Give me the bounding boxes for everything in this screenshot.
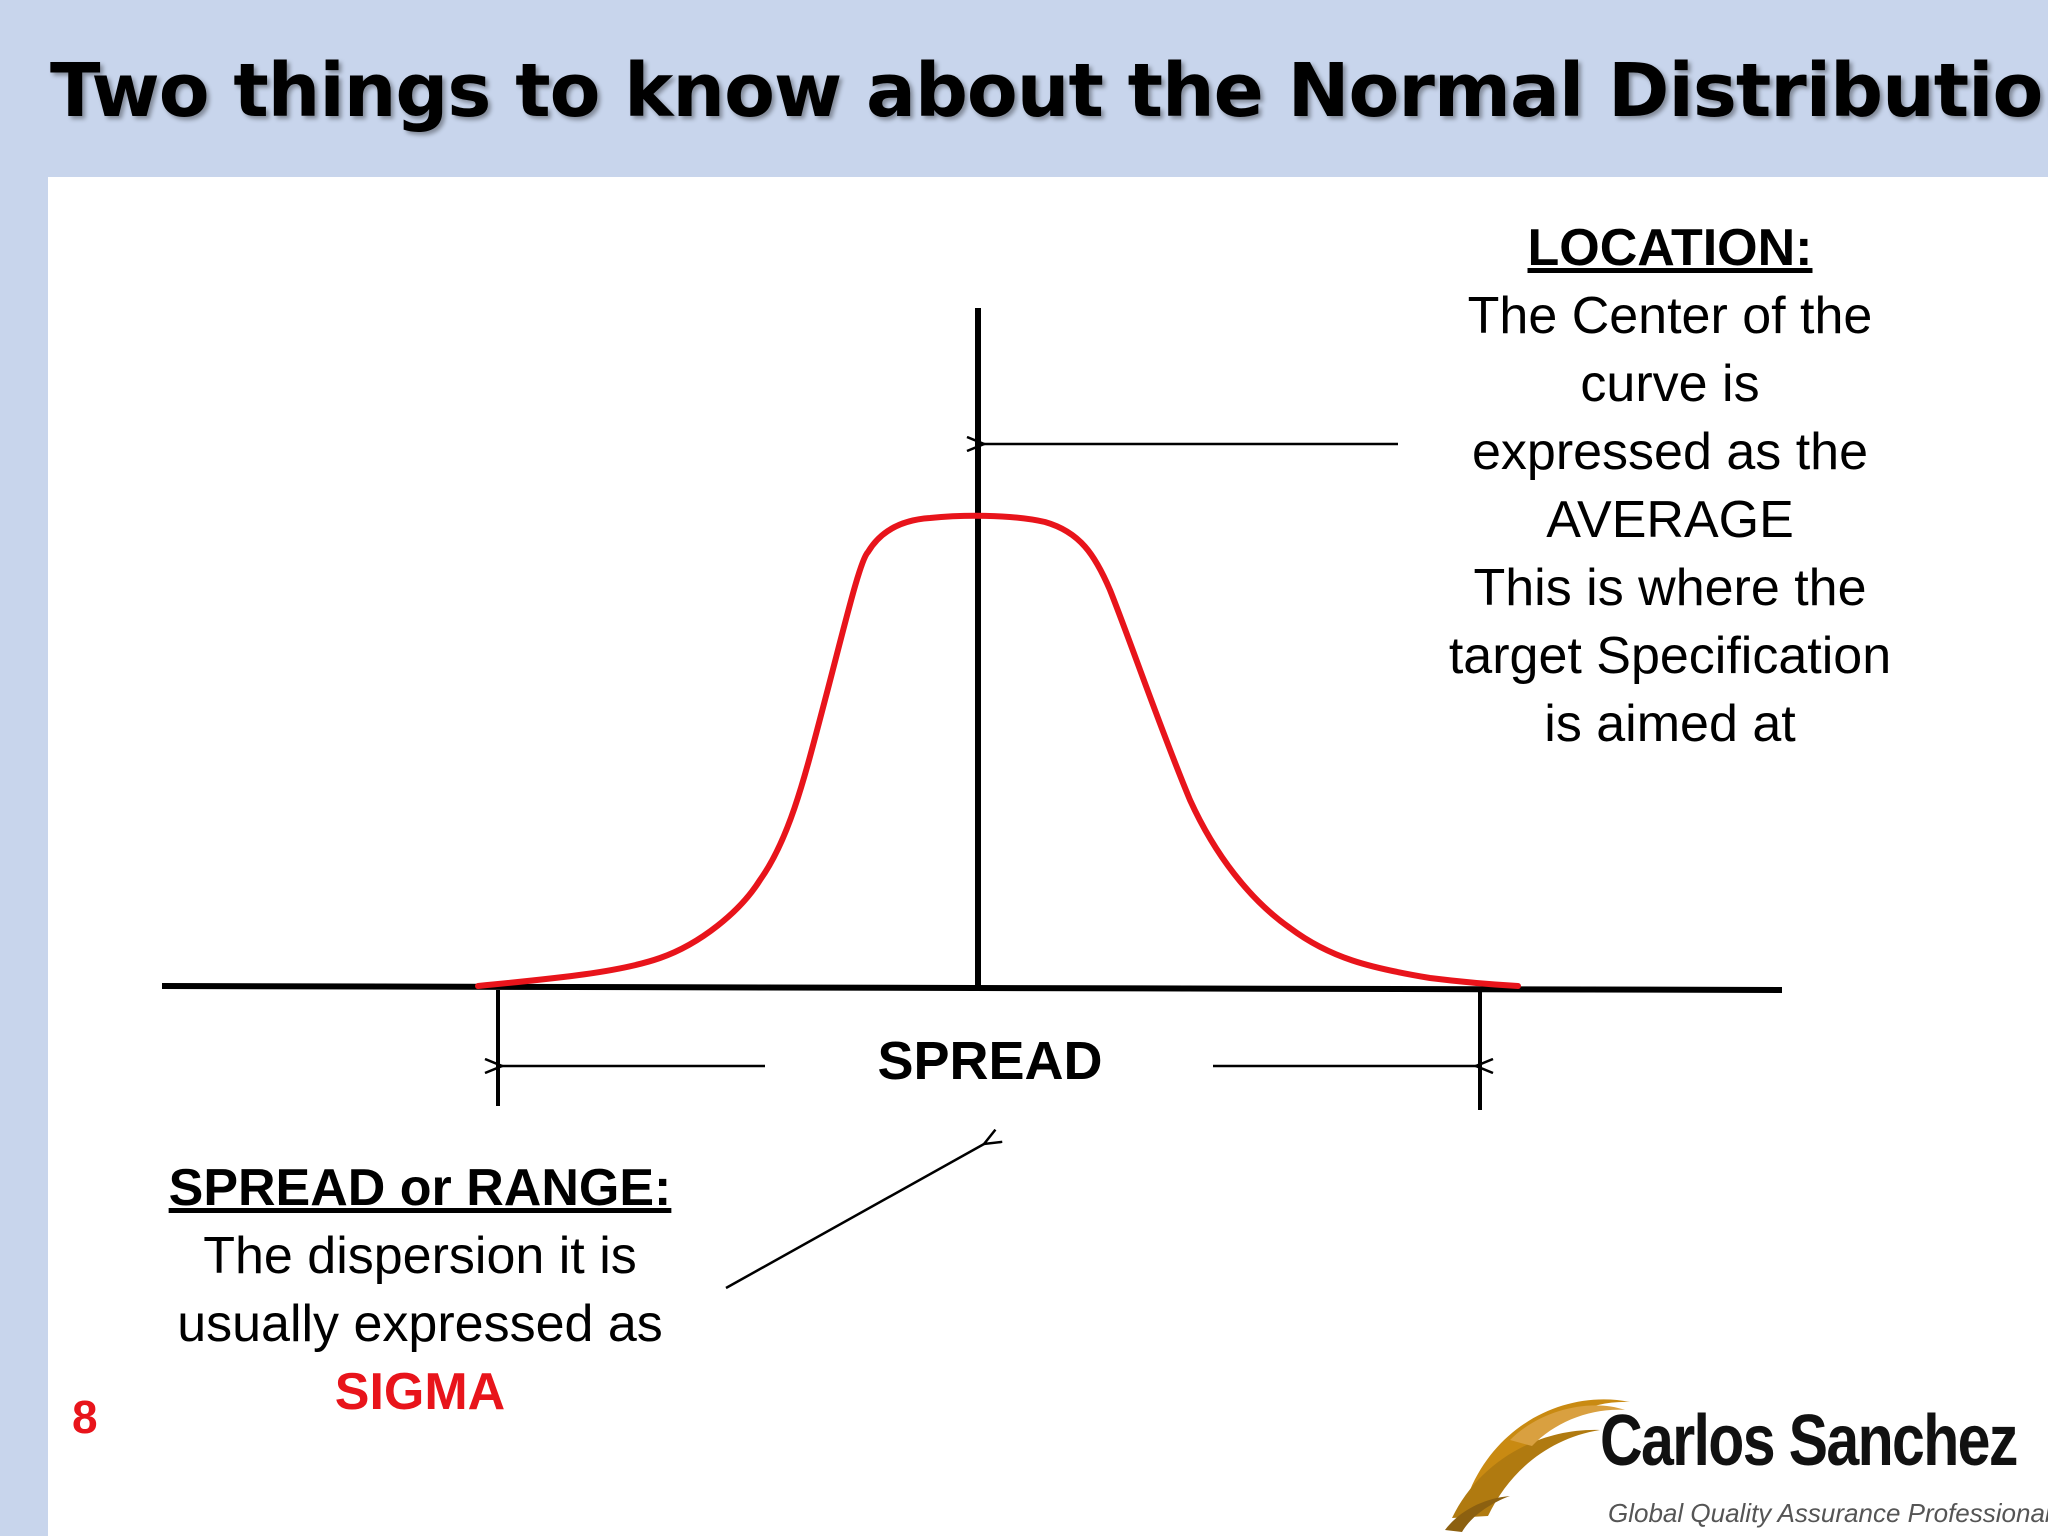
sigma-emphasis: SIGMA xyxy=(334,1363,506,1421)
location-line: is aimed at xyxy=(1544,695,1796,753)
location-line: expressed as the xyxy=(1471,423,1869,481)
location-line: target Specification xyxy=(1448,627,1892,685)
location-line: The Center of the xyxy=(1467,287,1873,345)
location-heading: LOCATION: xyxy=(1527,219,1813,277)
page-number: 8 xyxy=(72,1391,98,1443)
content-panel xyxy=(48,177,2048,1536)
location-line: This is where the xyxy=(1473,559,1867,617)
swoosh-icon xyxy=(1445,1399,1630,1532)
spread-pointer-arrow xyxy=(725,1144,984,1290)
spread-range-heading: SPREAD or RANGE: xyxy=(168,1159,672,1217)
logo-tagline: Global Quality Assurance Professional xyxy=(1608,1498,2048,1528)
spread-range-line: usually expressed as xyxy=(177,1295,663,1353)
baseline-axis xyxy=(161,983,1783,993)
location-line: AVERAGE xyxy=(1546,491,1794,549)
bell-curve xyxy=(475,512,1521,989)
carlos-sanchez-logo: Carlos Sanchez Global Quality Assurance … xyxy=(1440,1380,2048,1536)
location-annotation: LOCATION: The Center of the curve is exp… xyxy=(1400,214,1940,758)
spread-label: SPREAD xyxy=(877,1031,1103,1091)
location-line: curve is xyxy=(1580,355,1760,413)
slide-title: Two things to know about the Normal Dist… xyxy=(50,48,2048,134)
spread-range-line: The dispersion it is xyxy=(203,1227,637,1285)
logo-name: Carlos Sanchez xyxy=(1600,1401,2018,1481)
spread-range-annotation: SPREAD or RANGE: The dispersion it is us… xyxy=(100,1154,740,1426)
